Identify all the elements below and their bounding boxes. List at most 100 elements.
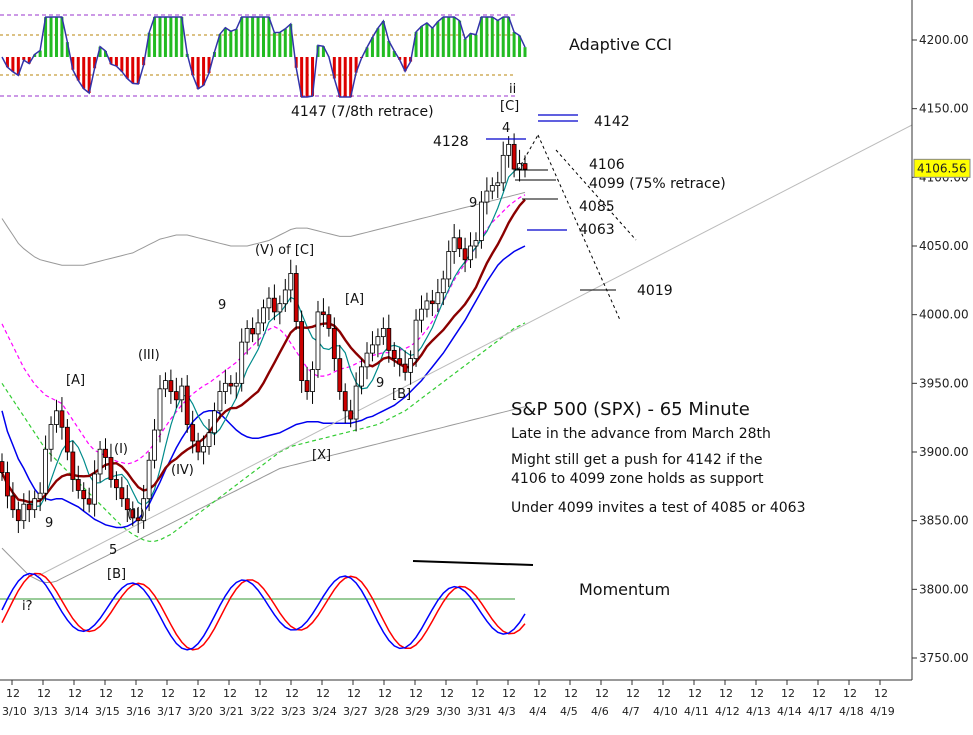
candle-down (15, 509, 21, 522)
projection-alt (555, 149, 637, 241)
candle-up (217, 391, 223, 412)
x-session-label: 12 (626, 687, 640, 700)
candle-up (353, 385, 359, 420)
candle-down (0, 461, 5, 474)
candle-up (380, 327, 386, 338)
candle-up (288, 273, 294, 291)
candle-up (440, 278, 446, 294)
candle-down (173, 391, 179, 401)
candle-up (43, 448, 48, 494)
candle-down (81, 490, 87, 500)
candle-down (348, 410, 354, 420)
adaptive-cci-panel (0, 14, 527, 98)
candle-up (266, 297, 272, 309)
candle-down (457, 237, 463, 250)
candle-up (277, 303, 283, 313)
candle-up (37, 492, 43, 500)
candle-down (103, 448, 108, 458)
wave-ii: ii (509, 82, 516, 97)
candle-down (135, 517, 141, 522)
lower-gray-band (1, 406, 526, 583)
y-tick-label: 4200.00 (919, 33, 969, 47)
candle-down (184, 385, 190, 425)
level-label-4099: 4099 (75% retrace) (589, 176, 726, 192)
x-date-label: 4/6 (591, 705, 609, 718)
candle-down (10, 495, 16, 511)
candle-up (92, 473, 98, 505)
x-session-label: 12 (99, 687, 113, 700)
x-session-label: 12 (750, 687, 764, 700)
cci-label: Adaptive CCI (569, 35, 672, 54)
x-session-label: 12 (161, 687, 175, 700)
candle-down (114, 479, 119, 489)
level-label-4147: 4147 (7/8th retrace) (291, 104, 434, 120)
x-session-label: 12 (223, 687, 237, 700)
candle-up (141, 498, 147, 522)
x-session-label: 12 (688, 687, 702, 700)
x-session-label: 12 (347, 687, 361, 700)
x-session-label: 12 (812, 687, 826, 700)
wave-iii: (III) (138, 348, 160, 363)
candle-up (157, 388, 163, 431)
wave-9-blue: 9 (376, 376, 384, 391)
last-price-label: 4106.56 (917, 161, 967, 175)
fast-ma-line (1, 163, 526, 508)
candle-down (429, 300, 435, 305)
last-price-badge (913, 158, 971, 178)
momentum-red-line (1, 572, 526, 651)
y-tick-label: 4000.00 (919, 308, 969, 322)
projection-down (537, 134, 621, 321)
candle-down (342, 391, 348, 412)
candle-up (48, 424, 54, 450)
y-tick-label: 3900.00 (919, 445, 969, 459)
x-date-label: 3/23 (281, 705, 306, 718)
x-session-label: 12 (409, 687, 423, 700)
x-session-label: 12 (440, 687, 454, 700)
wave-ii-paren: (II) (127, 507, 145, 522)
x-date-label: 4/12 (715, 705, 740, 718)
candle-up (244, 327, 250, 343)
y-tick-label: 4150.00 (919, 102, 969, 116)
y-tick-label: 3750.00 (919, 651, 969, 665)
candle-up (479, 201, 484, 241)
wave-b-low: [B] (107, 567, 126, 582)
candle-up (233, 382, 239, 387)
slow-ma-line (0, 198, 526, 504)
candle-up (146, 459, 152, 500)
x-date-label: 3/24 (312, 705, 337, 718)
candle-up (206, 432, 212, 447)
candle-up (222, 382, 228, 392)
wave-b-mid: [B] (392, 387, 411, 402)
candle-down (195, 440, 201, 453)
wave-9-red-left: 9 (218, 298, 226, 313)
candle-up (315, 311, 321, 371)
candle-down (386, 327, 392, 351)
x-date-label: 4/10 (653, 705, 678, 718)
candle-up (408, 358, 413, 373)
candle-up (419, 308, 424, 321)
candle-up (484, 190, 490, 203)
x-date-label: 4/3 (498, 705, 516, 718)
candle-up (239, 341, 245, 384)
x-session-label: 12 (595, 687, 609, 700)
candle-down (391, 349, 397, 360)
candle-up (517, 163, 522, 170)
candle-down (86, 498, 92, 505)
candle-up (163, 380, 168, 390)
note-3: 4106 to 4099 zone holds as support (511, 471, 764, 487)
x-date-label: 4/7 (622, 705, 640, 718)
momentum-panel (0, 560, 534, 651)
x-session-label: 12 (657, 687, 671, 700)
x-date-label: 4/19 (870, 705, 895, 718)
candle-down (337, 358, 343, 392)
candle-down (293, 273, 299, 322)
level-label-4128: 4128 (433, 134, 469, 150)
annotations: Adaptive CCI Momentum S&P 500 (SPX) - 65… (511, 35, 805, 599)
candle-down (26, 503, 32, 511)
x-date-label: 3/22 (250, 705, 275, 718)
candle-down (331, 327, 337, 360)
price-candles (0, 133, 528, 534)
x-session-label: 12 (533, 687, 547, 700)
x-date-label: 4/14 (777, 705, 802, 718)
x-session-label: 12 (285, 687, 299, 700)
